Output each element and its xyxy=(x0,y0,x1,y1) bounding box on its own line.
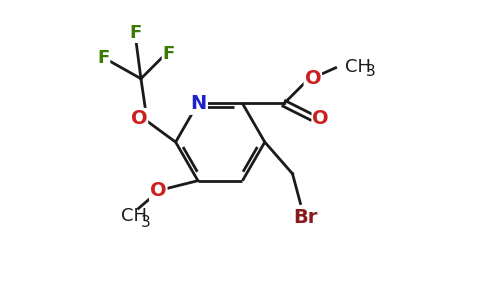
Text: O: O xyxy=(131,109,147,128)
Text: CH: CH xyxy=(345,58,371,76)
Text: F: F xyxy=(130,24,142,42)
Text: F: F xyxy=(97,49,109,67)
Text: N: N xyxy=(190,94,206,113)
Text: O: O xyxy=(304,69,321,88)
Text: 3: 3 xyxy=(140,215,150,230)
Text: F: F xyxy=(163,45,175,63)
Text: Br: Br xyxy=(293,208,318,227)
Text: O: O xyxy=(150,181,166,200)
Text: O: O xyxy=(313,109,329,128)
Text: CH: CH xyxy=(121,207,147,225)
Text: 3: 3 xyxy=(365,64,375,79)
